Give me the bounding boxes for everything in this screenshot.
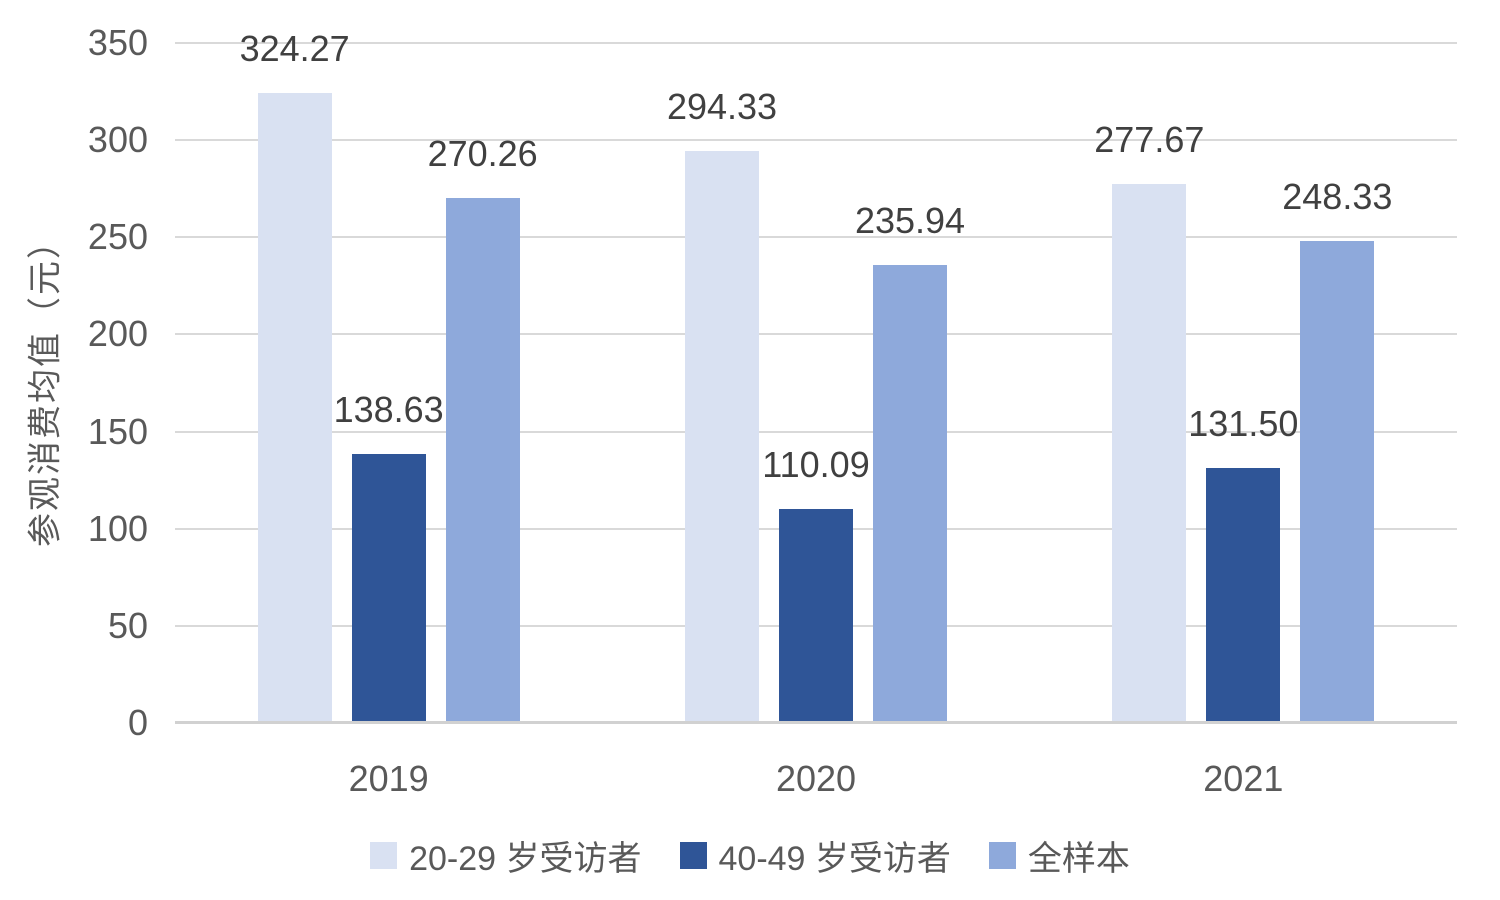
value-label: 324.27 — [239, 27, 350, 69]
y-tick-label: 0 — [127, 702, 148, 743]
bar-2021-series2 — [1206, 467, 1281, 723]
y-tick-label: 250 — [87, 216, 148, 258]
gridline — [175, 430, 1457, 433]
value-label: 248.33 — [1282, 175, 1393, 217]
value-label: 270.26 — [427, 132, 538, 174]
legend: 20-29 岁受访者 40-49 岁受访者 全样本 — [0, 831, 1500, 880]
bar-2021-series3 — [1300, 240, 1375, 723]
x-category-label: 2020 — [775, 758, 857, 799]
value-label: 277.67 — [1094, 118, 1205, 160]
legend-item: 20-29 岁受访者 — [370, 831, 642, 880]
value-label: 138.63 — [333, 388, 444, 430]
value-label: 110.09 — [762, 444, 870, 486]
bar-2019-series1 — [257, 92, 332, 723]
x-axis-line — [175, 721, 1457, 724]
value-label: 131.50 — [1188, 402, 1299, 444]
y-tick-label: 350 — [87, 22, 148, 63]
legend-swatch-icon — [679, 842, 707, 869]
y-tick-label: 150 — [87, 410, 148, 452]
value-label: 294.33 — [666, 86, 778, 128]
y-tick-label: 50 — [107, 604, 148, 646]
y-axis-title: 参观消费均值（元） — [26, 223, 65, 547]
y-tick-label: 300 — [87, 119, 148, 161]
legend-swatch-icon — [370, 842, 398, 869]
value-label: 235.94 — [854, 199, 966, 241]
gridline — [175, 42, 1457, 44]
legend-item: 40-49 岁受访者 — [679, 831, 951, 880]
y-tick-label: 200 — [87, 313, 148, 355]
gridline — [175, 139, 1457, 142]
bar-2020-series1 — [685, 151, 759, 723]
bar-2019-series3 — [445, 197, 520, 723]
gridline — [175, 333, 1457, 336]
legend-label: 20-29 岁受访者 — [409, 840, 642, 878]
x-category-label: 2019 — [348, 758, 429, 799]
y-tick-label: 100 — [87, 507, 148, 549]
gridline — [175, 236, 1457, 239]
x-category-label: 2021 — [1203, 758, 1284, 799]
legend-item: 全样本 — [988, 831, 1130, 880]
legend-swatch-icon — [988, 842, 1016, 869]
legend-label: 全样本 — [1027, 840, 1130, 878]
bar-2019-series2 — [351, 453, 426, 723]
bar-2020-series3 — [873, 264, 947, 723]
legend-label: 40-49 岁受访者 — [718, 840, 951, 878]
bar-2021-series1 — [1112, 183, 1187, 723]
bar-2020-series2 — [779, 509, 853, 723]
